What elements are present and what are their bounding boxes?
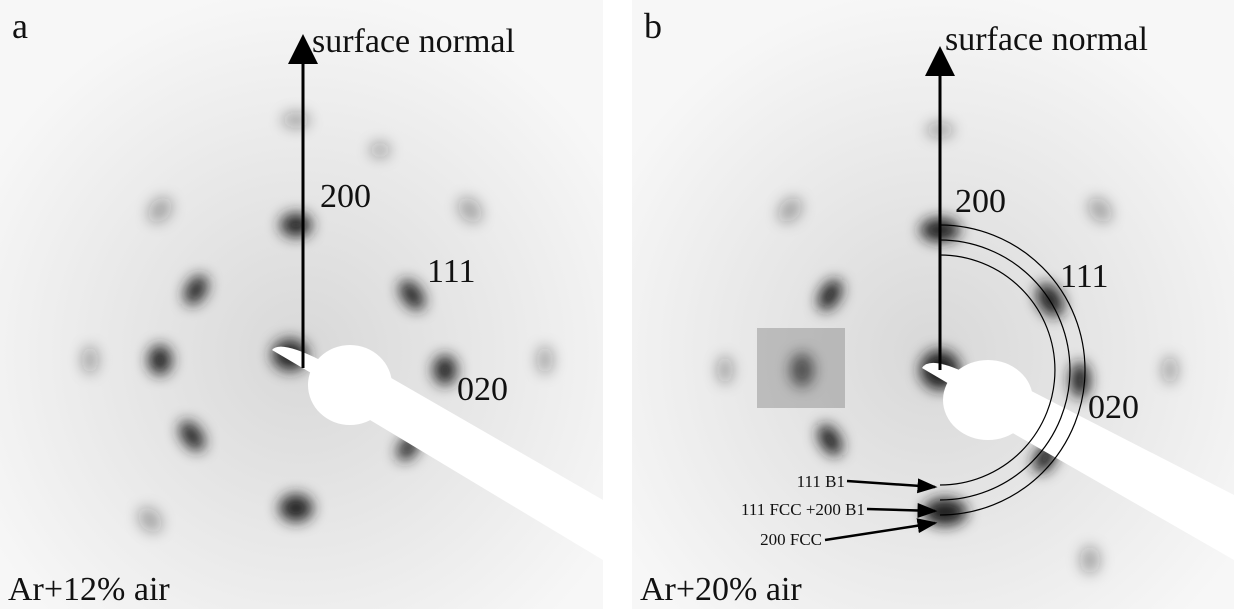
- reflection-label: 111: [427, 253, 475, 290]
- panel-b: b surface normal 200 111 020 111 B1 111 …: [632, 0, 1234, 609]
- ring-arrows: [824, 478, 938, 542]
- highlight-box: [757, 328, 845, 408]
- reflection-label: 020: [457, 371, 508, 408]
- panel-a: a surface normal 200 111 020 Ar+12% air: [0, 0, 603, 609]
- condition-label: Ar+20% air: [640, 571, 802, 608]
- reflection-label: 200: [320, 178, 371, 215]
- panel-label: b: [644, 6, 662, 46]
- condition-label: Ar+12% air: [8, 571, 170, 608]
- ring-arcs: [939, 224, 1086, 516]
- ring-label: 111 B1: [797, 472, 845, 491]
- ring-label: 111 FCC +200 B1: [741, 500, 865, 519]
- arrow-label: surface normal: [312, 23, 515, 60]
- beam-stop: [922, 360, 1234, 560]
- reflection-label: 111: [1060, 258, 1108, 295]
- beam-stop: [272, 345, 603, 560]
- reflection-label: 020: [1088, 389, 1139, 426]
- arrow-label: surface normal: [945, 21, 1148, 58]
- ring-label: 200 FCC: [760, 530, 822, 549]
- panel-label: a: [12, 6, 28, 46]
- reflection-label: 200: [955, 183, 1006, 220]
